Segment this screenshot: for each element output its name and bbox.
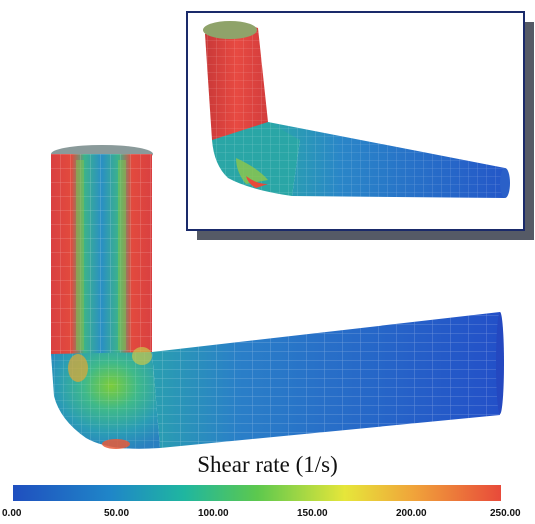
colorbar-tick-0: 0.00	[2, 508, 22, 519]
colorbar	[13, 485, 501, 501]
colorbar-title: Shear rate (1/s)	[197, 452, 338, 477]
colorbar-tick-5: 250.00	[490, 508, 521, 519]
colorbar-tick-3: 150.00	[297, 508, 328, 519]
inset-view	[186, 11, 534, 240]
main-view	[51, 145, 504, 449]
inset-pipe-top	[203, 21, 257, 39]
colorbar-tick-4: 200.00	[396, 508, 427, 519]
colorbar-tick-2: 100.00	[198, 508, 229, 519]
colorbar-tick-1: 50.00	[104, 508, 130, 519]
